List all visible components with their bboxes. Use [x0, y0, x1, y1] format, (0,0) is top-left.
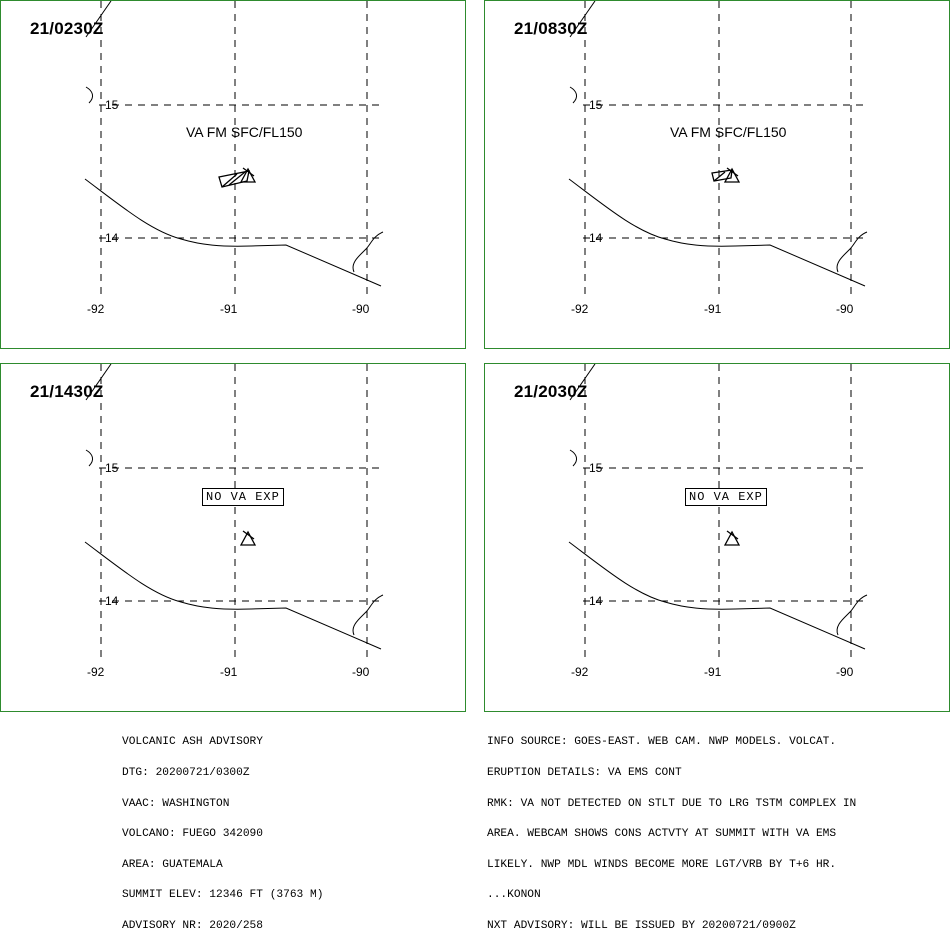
island	[85, 449, 94, 467]
lon-label: -92	[571, 665, 589, 679]
lon-label: -91	[220, 302, 238, 316]
lat-label: 15	[105, 461, 119, 475]
island	[569, 449, 578, 467]
lat-label: 15	[105, 98, 119, 112]
advisory-line: LIKELY. NWP MDL WINDS BECOME MORE LGT/VR…	[487, 858, 837, 871]
lon-label: -90	[352, 302, 370, 316]
island	[85, 86, 94, 104]
no-va-expected-box: NO VA EXP	[685, 488, 767, 506]
panel-time: 21/1430Z	[30, 382, 104, 401]
coastline-east	[352, 231, 384, 273]
lon-label: -92	[571, 302, 589, 316]
advisory-line: AREA: GUATEMALA	[122, 858, 223, 871]
lon-label: -91	[220, 665, 238, 679]
map-graphic: 15 14 -92 -91 -90	[84, 364, 384, 679]
lat-label: 14	[589, 594, 603, 608]
panel-time: 21/2030Z	[514, 382, 588, 401]
volcano-triangle-icon	[239, 167, 257, 183]
advisory-line: RMK: VA NOT DETECTED ON STLT DUE TO LRG …	[487, 797, 857, 810]
map-graphic: 15 14 -92 -91 -90 VA FM SFC/FL150	[84, 1, 384, 316]
advisory-line: ...KONON	[487, 889, 541, 902]
forecast-panel-3: 21/1430Z 15 14 -92 -91 -90 NO VA EXP	[0, 363, 466, 712]
volcano-triangle-icon	[723, 167, 741, 183]
panel-time: 21/0230Z	[30, 19, 104, 38]
advisory-line: AREA. WEBCAM SHOWS CONS ACTVTY AT SUMMIT…	[487, 828, 837, 841]
coastline-north	[569, 1, 596, 38]
va-cloud-label: VA FM SFC/FL150	[670, 124, 787, 140]
panel-time: 21/0830Z	[514, 19, 588, 38]
coastline	[84, 178, 382, 287]
coastline-north	[85, 364, 112, 401]
ash-cloud-polygon	[218, 170, 250, 188]
lon-label: -90	[836, 665, 854, 679]
advisory-line: SUMMIT ELEV: 12346 FT (3763 M)	[122, 889, 324, 902]
advisory-line: ERUPTION DETAILS: VA EMS CONT	[487, 767, 682, 780]
lon-label: -92	[87, 302, 105, 316]
lat-label: 14	[589, 231, 603, 245]
coastline	[84, 541, 382, 650]
lat-label: 15	[589, 98, 603, 112]
va-cloud-label: VA FM SFC/FL150	[186, 124, 303, 140]
volcano-triangle-icon	[239, 530, 257, 546]
coastline-east	[836, 231, 868, 273]
map-graphic: 15 14 -92 -91 -90 VA FM SFC/FL150	[568, 1, 868, 316]
lat-label: 14	[105, 231, 119, 245]
lon-label: -91	[704, 665, 722, 679]
coastline	[568, 541, 866, 650]
coastline-north	[569, 364, 596, 401]
lon-label: -92	[87, 665, 105, 679]
coastline	[568, 178, 866, 287]
advisory-line: INFO SOURCE: GOES-EAST. WEB CAM. NWP MOD…	[487, 736, 837, 749]
advisory-remarks-block: INFO SOURCE: GOES-EAST. WEB CAM. NWP MOD…	[487, 717, 856, 941]
advisory-line: VOLCANIC ASH ADVISORY	[122, 736, 263, 749]
forecast-panel-1: 21/0230Z 15 14 -92 -91 -90 VA FM SFC/FL1…	[0, 0, 466, 349]
volcano-triangle-icon	[723, 530, 741, 546]
island	[569, 86, 578, 104]
lon-label: -91	[704, 302, 722, 316]
lon-label: -90	[352, 665, 370, 679]
advisory-line: DTG: 20200721/0300Z	[122, 767, 250, 780]
forecast-panel-2: 21/0830Z 15 14 -92 -91 -90 VA FM SFC/FL1…	[484, 0, 950, 349]
lon-label: -90	[836, 302, 854, 316]
coastline-north	[85, 1, 112, 38]
map-graphic: 15 14 -92 -91 -90	[568, 364, 868, 679]
advisory-line: ADVISORY NR: 2020/258	[122, 920, 263, 933]
advisory-line: VAAC: WASHINGTON	[122, 797, 230, 810]
coastline-east	[836, 594, 868, 636]
advisory-header-block: VOLCANIC ASH ADVISORY DTG: 20200721/0300…	[122, 717, 323, 941]
lat-label: 15	[589, 461, 603, 475]
forecast-panel-4: 21/2030Z 15 14 -92 -91 -90 NO VA EXP	[484, 363, 950, 712]
coastline-east	[352, 594, 384, 636]
ash-cloud-polygon	[711, 169, 733, 182]
advisory-line: VOLCANO: FUEGO 342090	[122, 828, 263, 841]
no-va-expected-box: NO VA EXP	[202, 488, 284, 506]
lat-label: 14	[105, 594, 119, 608]
advisory-line: NXT ADVISORY: WILL BE ISSUED BY 20200721…	[487, 920, 796, 933]
